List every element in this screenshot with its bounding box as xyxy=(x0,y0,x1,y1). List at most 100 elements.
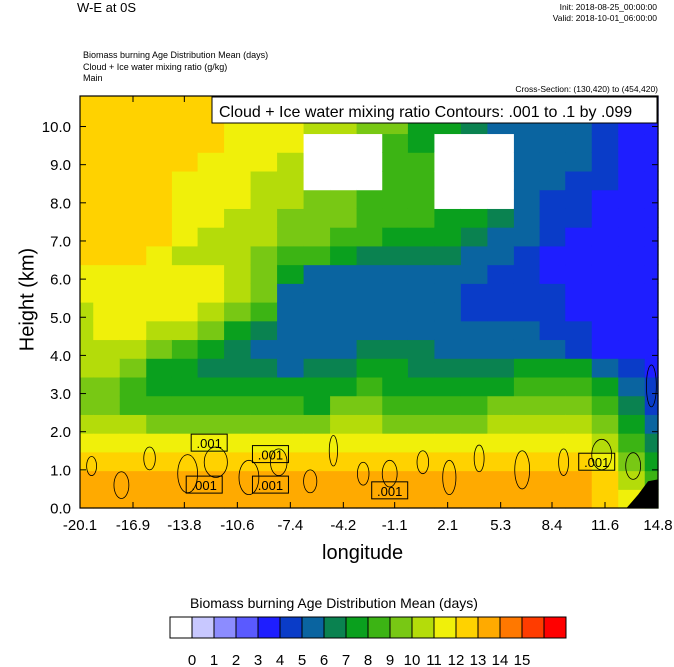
heatmap-cell xyxy=(197,152,225,172)
heatmap-cell xyxy=(277,264,305,284)
contour-ring xyxy=(442,459,457,496)
heatmap-cell xyxy=(407,470,436,490)
heatmap-cell xyxy=(303,302,331,322)
colorbar-label: 6 xyxy=(320,652,328,667)
heatmap-cell xyxy=(224,489,252,509)
heatmap-cell xyxy=(224,470,252,490)
heatmap-cell xyxy=(224,320,252,341)
heatmap-cell xyxy=(644,302,659,322)
contour-label-box xyxy=(371,481,409,500)
heatmap-cell xyxy=(119,264,147,284)
heatmap-cell xyxy=(434,152,462,172)
heatmap-cell xyxy=(591,170,619,191)
heatmap-cell xyxy=(303,283,331,303)
heatmap-cell xyxy=(618,395,646,415)
contour-ring xyxy=(328,435,338,467)
heatmap-cell xyxy=(80,283,94,303)
heatmap-cell xyxy=(303,339,331,359)
heatmap-cell xyxy=(250,433,278,453)
colorbar-swatch xyxy=(169,616,193,639)
heatmap-cell xyxy=(146,358,173,378)
contour-ring xyxy=(625,452,642,480)
heatmap-cell xyxy=(539,395,566,415)
heatmap-cell xyxy=(382,302,409,322)
heatmap-cell xyxy=(434,133,462,153)
heatmap-cell xyxy=(591,451,619,472)
heatmap-cell xyxy=(407,170,436,191)
heatmap-cell xyxy=(119,208,147,228)
heatmap-cell xyxy=(303,358,331,378)
heatmap-cell xyxy=(250,245,278,266)
heatmap-cell xyxy=(460,358,489,378)
heatmap-cell xyxy=(539,152,566,172)
heatmap-cell xyxy=(618,433,646,453)
heatmap-cell xyxy=(434,264,462,284)
heatmap-cell xyxy=(434,358,462,378)
heatmap-cell xyxy=(330,395,358,415)
heatmap-cell xyxy=(277,245,305,266)
x-tick-label: 11.6 xyxy=(591,517,619,534)
heatmap-cell xyxy=(146,414,173,434)
heatmap-cell xyxy=(644,227,659,247)
colorbar-swatch xyxy=(191,616,215,639)
heatmap-cell xyxy=(80,358,94,378)
heatmap-cell xyxy=(434,208,462,228)
heatmap-cell xyxy=(356,489,383,509)
heatmap-cell xyxy=(407,395,436,415)
heatmap-cell xyxy=(197,358,225,378)
heatmap-cell xyxy=(356,189,383,209)
heatmap-cell xyxy=(356,302,383,322)
y-tick-label: 4.0 xyxy=(50,348,71,365)
heatmap-cell xyxy=(618,451,646,472)
heatmap-cell xyxy=(197,376,225,397)
heatmap-cell xyxy=(80,470,94,490)
heatmap-cell xyxy=(460,208,489,228)
heatmap-cell xyxy=(565,283,593,303)
heatmap-cell xyxy=(119,152,147,172)
heatmap-cell xyxy=(487,395,515,415)
chart-title: W-E at 0S xyxy=(77,0,137,15)
heatmap-cell xyxy=(460,470,489,490)
heatmap-cell xyxy=(171,152,199,172)
heatmap-cell xyxy=(93,489,121,509)
heatmap-cell xyxy=(460,320,489,341)
heatmap-cell xyxy=(487,489,515,509)
heatmap-cell xyxy=(407,227,436,247)
heatmap-cell xyxy=(513,489,541,509)
heatmap-cell xyxy=(171,451,199,472)
init-time: Init: 2018-08-25_00:00:00 xyxy=(559,2,657,12)
contour-label: .001 xyxy=(584,455,609,470)
heatmap-cell xyxy=(513,302,541,322)
heatmap-cell xyxy=(330,189,358,209)
heatmap-cell xyxy=(197,489,225,509)
heatmap-cell xyxy=(250,339,278,359)
heatmap-cell xyxy=(539,302,566,322)
heatmap-cell xyxy=(539,189,566,209)
colorbar-label: 3 xyxy=(254,652,262,667)
heatmap-cell xyxy=(146,320,173,341)
heatmap-cell xyxy=(539,451,566,472)
heatmap-cell xyxy=(277,489,305,509)
colorbar-swatch xyxy=(213,616,237,639)
heatmap-cell xyxy=(644,283,659,303)
heatmap-cell xyxy=(171,114,199,135)
heatmap-cell xyxy=(330,320,358,341)
heatmap-cell xyxy=(356,376,383,397)
heatmap-cell xyxy=(171,227,199,247)
heatmap-cell xyxy=(382,433,409,453)
heatmap-cell xyxy=(80,96,94,116)
heatmap-cell xyxy=(356,208,383,228)
heatmap-cell xyxy=(119,320,147,341)
heatmap-cell xyxy=(539,227,566,247)
heatmap-cell xyxy=(487,358,515,378)
heatmap-cell xyxy=(197,208,225,228)
heatmap-cell xyxy=(119,114,147,135)
heatmap-cell xyxy=(224,208,252,228)
y-tick-label: 3.0 xyxy=(50,386,71,403)
contour-ring xyxy=(473,444,485,473)
contour-info-box xyxy=(211,96,658,124)
heatmap-cell xyxy=(171,470,199,490)
heatmap-cell xyxy=(303,133,331,153)
heatmap-cell xyxy=(513,152,541,172)
heatmap-cell xyxy=(171,189,199,209)
